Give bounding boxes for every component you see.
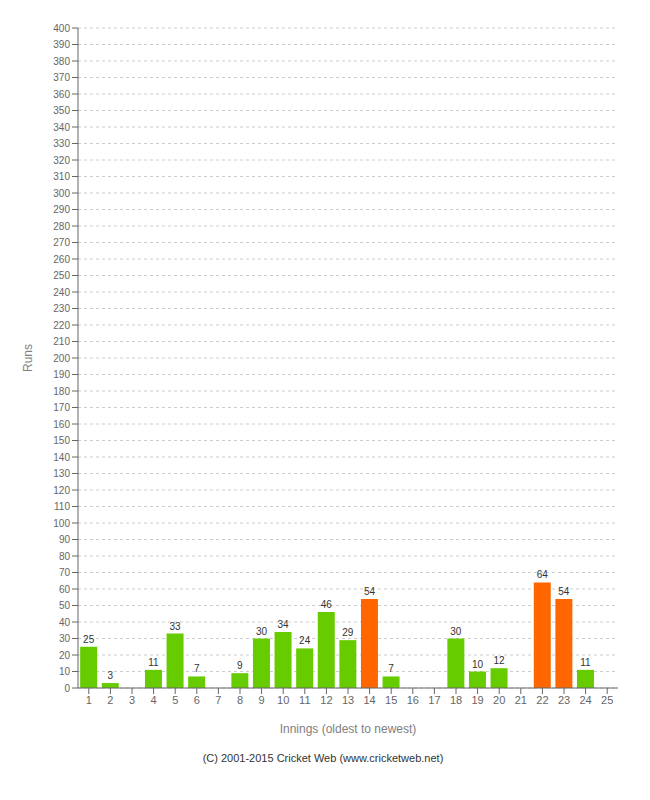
svg-text:250: 250: [53, 270, 70, 281]
svg-text:11: 11: [299, 694, 310, 706]
svg-text:260: 260: [53, 254, 70, 265]
svg-text:170: 170: [53, 402, 70, 413]
svg-text:46: 46: [321, 599, 333, 610]
svg-text:30: 30: [256, 626, 268, 637]
svg-text:7: 7: [215, 694, 221, 706]
svg-text:120: 120: [53, 485, 70, 496]
svg-text:11: 11: [148, 657, 159, 668]
svg-text:12: 12: [320, 694, 332, 706]
svg-text:110: 110: [54, 501, 70, 512]
svg-text:4: 4: [151, 694, 157, 706]
svg-text:23: 23: [558, 694, 570, 706]
svg-text:10: 10: [277, 694, 289, 706]
svg-text:220: 220: [53, 320, 70, 331]
svg-text:80: 80: [59, 551, 71, 562]
svg-text:21: 21: [515, 694, 527, 706]
svg-text:400: 400: [53, 23, 70, 34]
svg-text:0: 0: [64, 683, 70, 694]
svg-text:18: 18: [450, 694, 462, 706]
svg-text:330: 330: [53, 138, 70, 149]
svg-text:20: 20: [493, 694, 505, 706]
svg-text:Innings (oldest to newest): Innings (oldest to newest): [280, 722, 417, 736]
svg-text:24: 24: [579, 694, 591, 706]
svg-text:15: 15: [385, 694, 397, 706]
svg-text:Runs: Runs: [21, 344, 35, 372]
svg-text:280: 280: [53, 221, 70, 232]
svg-text:160: 160: [53, 419, 70, 430]
svg-text:54: 54: [558, 586, 570, 597]
svg-text:300: 300: [53, 188, 70, 199]
svg-text:33: 33: [169, 621, 181, 632]
svg-text:17: 17: [428, 694, 440, 706]
svg-text:90: 90: [59, 534, 71, 545]
svg-text:64: 64: [537, 569, 549, 580]
svg-text:9: 9: [259, 694, 265, 706]
svg-text:7: 7: [388, 663, 394, 674]
svg-text:9: 9: [237, 660, 243, 671]
svg-text:60: 60: [59, 584, 71, 595]
svg-text:240: 240: [53, 287, 70, 298]
svg-text:7: 7: [194, 663, 200, 674]
svg-text:54: 54: [364, 586, 376, 597]
svg-text:30: 30: [450, 626, 462, 637]
svg-text:13: 13: [342, 694, 354, 706]
svg-text:290: 290: [53, 204, 70, 215]
svg-text:8: 8: [237, 694, 243, 706]
svg-text:360: 360: [53, 89, 70, 100]
svg-text:3: 3: [129, 694, 135, 706]
svg-text:100: 100: [53, 518, 70, 529]
svg-text:30: 30: [59, 633, 71, 644]
svg-text:210: 210: [53, 336, 70, 347]
svg-text:2: 2: [107, 694, 113, 706]
svg-text:10: 10: [472, 659, 484, 670]
svg-text:29: 29: [342, 627, 354, 638]
svg-text:230: 230: [53, 303, 70, 314]
svg-text:10: 10: [59, 666, 71, 677]
svg-text:14: 14: [363, 694, 375, 706]
svg-text:390: 390: [53, 39, 70, 50]
svg-text:20: 20: [59, 650, 71, 661]
html-text:(C) 2001-2015 Cricket Web (www: (C) 2001-2015 Cricket Web (www.cricketwe…: [202, 752, 444, 764]
svg-text:3: 3: [107, 670, 113, 681]
svg-text:40: 40: [59, 617, 71, 628]
svg-text:11: 11: [580, 657, 591, 668]
svg-text:270: 270: [53, 237, 70, 248]
svg-text:25: 25: [601, 694, 613, 706]
svg-text:310: 310: [53, 171, 70, 182]
svg-text:130: 130: [53, 468, 70, 479]
svg-text:150: 150: [53, 435, 70, 446]
svg-text:350: 350: [53, 105, 70, 116]
svg-text:370: 370: [53, 72, 70, 83]
svg-text:140: 140: [53, 452, 70, 463]
svg-text:200: 200: [53, 353, 70, 364]
svg-text:50: 50: [59, 600, 71, 611]
svg-text:190: 190: [53, 369, 70, 380]
svg-text:6: 6: [194, 694, 200, 706]
svg-text:1: 1: [86, 694, 92, 706]
svg-text:5: 5: [172, 694, 178, 706]
svg-text:24: 24: [299, 635, 311, 646]
svg-text:22: 22: [536, 694, 548, 706]
svg-text:12: 12: [493, 655, 505, 666]
svg-text:16: 16: [407, 694, 419, 706]
svg-text:320: 320: [53, 155, 70, 166]
svg-text:25: 25: [83, 634, 95, 645]
svg-text:180: 180: [53, 386, 70, 397]
svg-text:70: 70: [59, 567, 71, 578]
svg-text:380: 380: [53, 56, 70, 67]
svg-text:34: 34: [277, 619, 289, 630]
svg-text:340: 340: [53, 122, 70, 133]
svg-text:19: 19: [471, 694, 483, 706]
